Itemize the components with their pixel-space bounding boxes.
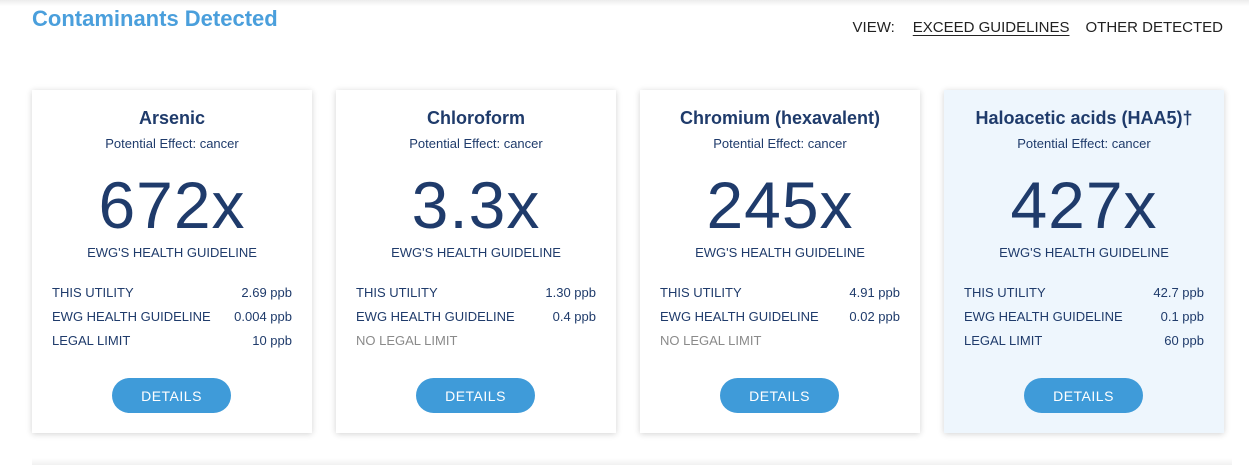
measurement-rows: THIS UTILITY 2.69 ppb EWG HEALTH GUIDELI… xyxy=(52,285,292,357)
contaminant-cards: Arsenic Potential Effect: cancer 672x EW… xyxy=(32,90,1224,433)
row-label: THIS UTILITY xyxy=(356,285,438,300)
potential-effect: Potential Effect: cancer xyxy=(105,136,239,151)
guideline-multiple-label: EWG'S HEALTH GUIDELINE xyxy=(695,245,865,260)
row-label: EWG HEALTH GUIDELINE xyxy=(52,309,211,324)
contaminant-card-arsenic: Arsenic Potential Effect: cancer 672x EW… xyxy=(32,90,312,433)
contaminant-name: Arsenic xyxy=(138,108,206,128)
top-shadow xyxy=(0,0,1249,6)
row-no-legal-limit: NO LEGAL LIMIT xyxy=(356,333,596,357)
details-button[interactable]: DETAILS xyxy=(112,378,231,413)
guideline-multiple: 672x xyxy=(98,168,246,242)
row-value: 0.02 ppb xyxy=(849,309,900,324)
contaminant-card-haloacetic-acids: Haloacetic acids (HAA5)† Potential Effec… xyxy=(944,90,1224,433)
row-label: LEGAL LIMIT xyxy=(964,333,1043,348)
guideline-multiple-label: EWG'S HEALTH GUIDELINE xyxy=(999,245,1169,260)
guideline-multiple: 427x xyxy=(1010,168,1158,242)
details-button[interactable]: DETAILS xyxy=(416,378,535,413)
row-label: EWG HEALTH GUIDELINE xyxy=(964,309,1123,324)
row-label: THIS UTILITY xyxy=(660,285,742,300)
row-label: THIS UTILITY xyxy=(964,285,1046,300)
next-row-shadow xyxy=(32,458,1232,465)
row-value: 60 ppb xyxy=(1164,333,1204,348)
row-value: 0.1 ppb xyxy=(1160,309,1204,324)
row-label: LEGAL LIMIT xyxy=(52,333,131,348)
row-label: THIS UTILITY xyxy=(52,285,134,300)
row-ewg-guideline: EWG HEALTH GUIDELINE 0.02 ppb xyxy=(660,309,900,333)
row-value: 1.30 ppb xyxy=(545,285,596,300)
potential-effect: Potential Effect: cancer xyxy=(1017,136,1151,151)
row-ewg-guideline: EWG HEALTH GUIDELINE 0.1 ppb xyxy=(964,309,1204,333)
row-value: 2.69 ppb xyxy=(241,285,292,300)
row-no-legal-limit: NO LEGAL LIMIT xyxy=(660,333,900,357)
measurement-rows: THIS UTILITY 42.7 ppb EWG HEALTH GUIDELI… xyxy=(964,285,1204,357)
contaminant-card-chloroform: Chloroform Potential Effect: cancer 3.3x… xyxy=(336,90,616,433)
potential-effect: Potential Effect: cancer xyxy=(409,136,543,151)
row-value: 0.004 ppb xyxy=(234,309,292,324)
details-button[interactable]: DETAILS xyxy=(1024,378,1143,413)
measurement-rows: THIS UTILITY 4.91 ppb EWG HEALTH GUIDELI… xyxy=(660,285,900,357)
row-this-utility: THIS UTILITY 2.69 ppb xyxy=(52,285,292,309)
view-option-exceed-guidelines[interactable]: EXCEED GUIDELINES xyxy=(912,19,1070,36)
potential-effect: Potential Effect: cancer xyxy=(713,136,847,151)
row-this-utility: THIS UTILITY 1.30 ppb xyxy=(356,285,596,309)
row-label: EWG HEALTH GUIDELINE xyxy=(356,309,515,324)
row-legal-limit: LEGAL LIMIT 10 ppb xyxy=(52,333,292,357)
row-label: NO LEGAL LIMIT xyxy=(660,333,762,348)
contaminant-name: Haloacetic acids (HAA5)† xyxy=(975,108,1193,128)
details-button[interactable]: DETAILS xyxy=(720,378,839,413)
row-value: 10 ppb xyxy=(252,333,292,348)
view-label: VIEW: xyxy=(852,19,895,36)
view-option-other-detected[interactable]: OTHER DETECTED xyxy=(1085,19,1223,36)
row-value: 4.91 ppb xyxy=(849,285,900,300)
row-ewg-guideline: EWG HEALTH GUIDELINE 0.4 ppb xyxy=(356,309,596,333)
contaminant-name: Chloroform xyxy=(427,108,525,128)
measurement-rows: THIS UTILITY 1.30 ppb EWG HEALTH GUIDELI… xyxy=(356,285,596,357)
row-legal-limit: LEGAL LIMIT 60 ppb xyxy=(964,333,1204,357)
contaminant-name: Chromium (hexavalent) xyxy=(679,108,881,128)
contaminant-card-chromium: Chromium (hexavalent) Potential Effect: … xyxy=(640,90,920,433)
row-value: 42.7 ppb xyxy=(1153,285,1204,300)
view-filter: VIEW: EXCEED GUIDELINES OTHER DETECTED xyxy=(853,19,1223,36)
guideline-multiple: 3.3x xyxy=(411,168,541,242)
row-label: EWG HEALTH GUIDELINE xyxy=(660,309,819,324)
row-this-utility: THIS UTILITY 4.91 ppb xyxy=(660,285,900,309)
guideline-multiple-label: EWG'S HEALTH GUIDELINE xyxy=(87,245,257,260)
guideline-multiple-label: EWG'S HEALTH GUIDELINE xyxy=(391,245,561,260)
row-value: 0.4 ppb xyxy=(552,309,596,324)
row-ewg-guideline: EWG HEALTH GUIDELINE 0.004 ppb xyxy=(52,309,292,333)
guideline-multiple: 245x xyxy=(706,168,854,242)
page-title: Contaminants Detected xyxy=(32,6,278,31)
row-label: NO LEGAL LIMIT xyxy=(356,333,458,348)
row-this-utility: THIS UTILITY 42.7 ppb xyxy=(964,285,1204,309)
